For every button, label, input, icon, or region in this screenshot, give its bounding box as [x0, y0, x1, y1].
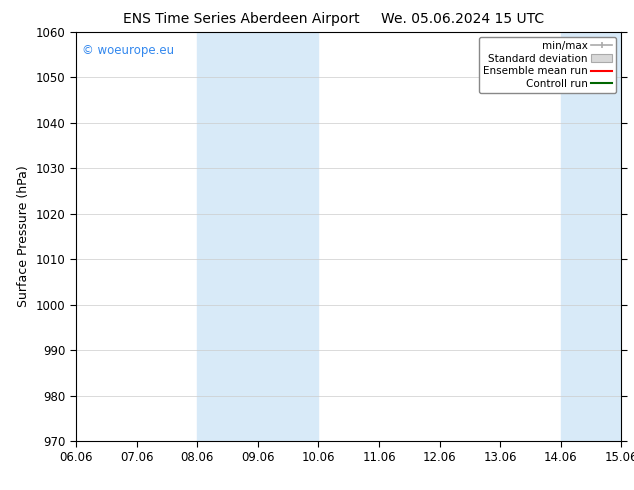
Bar: [197, 32, 318, 441]
Text: ENS Time Series Aberdeen Airport: ENS Time Series Aberdeen Airport: [122, 12, 359, 26]
Y-axis label: Surface Pressure (hPa): Surface Pressure (hPa): [17, 166, 30, 307]
Legend: min/max, Standard deviation, Ensemble mean run, Controll run: min/max, Standard deviation, Ensemble me…: [479, 37, 616, 93]
Text: © woeurope.eu: © woeurope.eu: [82, 44, 174, 57]
Bar: [560, 32, 621, 441]
Text: We. 05.06.2024 15 UTC: We. 05.06.2024 15 UTC: [381, 12, 545, 26]
